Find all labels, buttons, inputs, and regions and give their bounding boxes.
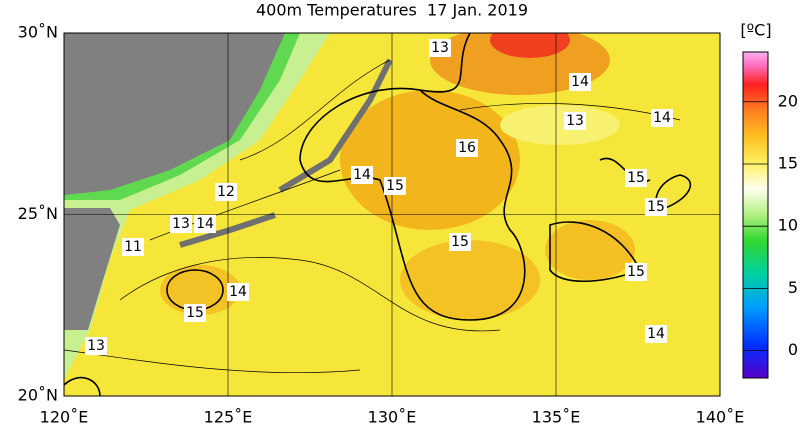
x-tick-label: 120˚E xyxy=(40,408,89,427)
contour-label-text: 16 xyxy=(458,140,476,156)
colorbar-tick-label: 0 xyxy=(788,340,798,359)
contour-label: 15 xyxy=(625,169,647,187)
contour-label-box xyxy=(569,73,591,91)
contour-label: 14 xyxy=(194,215,216,233)
contour-label-box xyxy=(85,337,107,355)
contour-label-text: 13 xyxy=(566,113,584,129)
contour-label-text: 14 xyxy=(196,216,214,232)
contour-label-box xyxy=(456,139,478,157)
contour-label: 13 xyxy=(564,112,586,130)
contour-label-box xyxy=(122,238,144,256)
contour-label: 15 xyxy=(625,263,647,281)
contour-label-box xyxy=(625,263,647,281)
x-tick-label: 140˚E xyxy=(696,408,745,427)
x-tick-label: 130˚E xyxy=(368,408,417,427)
contour-label: 12 xyxy=(215,183,237,201)
contour-label: 15 xyxy=(384,177,406,195)
contour-label-box xyxy=(645,198,667,216)
y-tick-label: 20˚N xyxy=(18,386,58,405)
contour-label: 14 xyxy=(351,166,373,184)
contour-label-text: 15 xyxy=(627,170,645,186)
contour-label-text: 15 xyxy=(451,234,469,250)
colorbar xyxy=(742,51,769,379)
contour-label-text: 14 xyxy=(647,326,665,342)
contour-label: 14 xyxy=(651,109,673,127)
contour-label: 14 xyxy=(569,73,591,91)
contour-label-text: 14 xyxy=(353,167,371,183)
contour-label-text: 14 xyxy=(571,74,589,90)
contour-label-box xyxy=(351,166,373,184)
colorbar-unit: [ºC] xyxy=(740,21,771,40)
contour-label-box xyxy=(645,325,667,343)
contour-label: 15 xyxy=(645,198,667,216)
x-tick-label: 125˚E xyxy=(204,408,253,427)
contour-label-box xyxy=(170,215,192,233)
contour-label: 15 xyxy=(184,304,206,322)
contour-label-text: 13 xyxy=(431,40,449,56)
contour-label: 13 xyxy=(85,337,107,355)
contour-label: 16 xyxy=(456,139,478,157)
x-tick-label: 135˚E xyxy=(532,408,581,427)
contour-label-text: 14 xyxy=(653,110,671,126)
contour-label-box xyxy=(429,39,451,57)
contour-label: 14 xyxy=(645,325,667,343)
contour-label-text: 15 xyxy=(647,199,665,215)
y-tick-label: 30˚N xyxy=(18,23,58,42)
contour-label-text: 14 xyxy=(229,284,247,300)
contour-label-text: 12 xyxy=(217,184,235,200)
contour-label-text: 15 xyxy=(186,305,204,321)
contour-label-text: 13 xyxy=(172,216,190,232)
contour-label-box xyxy=(625,169,647,187)
contour-label-text: 11 xyxy=(124,239,142,255)
contour-label-box xyxy=(564,112,586,130)
contour-label-text: 13 xyxy=(87,338,105,354)
colorbar-tick-label: 10 xyxy=(778,216,798,235)
colorbar-tick-label: 5 xyxy=(788,278,798,297)
colorbar-tick-label: 20 xyxy=(778,91,798,110)
contour-label-box xyxy=(184,304,206,322)
contour-label-text: 15 xyxy=(386,178,404,194)
contour-label-box xyxy=(227,283,249,301)
contour-label: 14 xyxy=(227,283,249,301)
contour-label-box xyxy=(449,233,471,251)
contour-label: 13 xyxy=(170,215,192,233)
contour-label-box xyxy=(215,183,237,201)
y-tick-label: 25˚N xyxy=(18,204,58,223)
contour-label: 13 xyxy=(429,39,451,57)
contour-label-box xyxy=(194,215,216,233)
contour-label-box xyxy=(651,109,673,127)
contour-label-text: 15 xyxy=(627,264,645,280)
map-title: 400m Temperatures 17 Jan. 2019 xyxy=(256,1,528,20)
contour-label: 15 xyxy=(449,233,471,251)
colorbar-tick-label: 15 xyxy=(778,153,798,172)
contour-label-box xyxy=(384,177,406,195)
contour-label: 11 xyxy=(122,238,144,256)
